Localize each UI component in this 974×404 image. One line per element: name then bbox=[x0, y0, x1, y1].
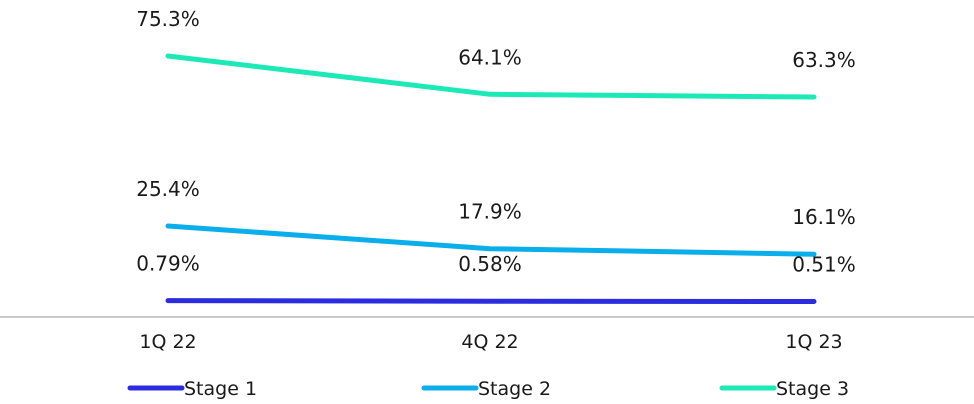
stage-3-data-label: 64.1% bbox=[458, 45, 522, 69]
stage-1-line bbox=[165, 298, 817, 304]
x-tick-label: 1Q 22 bbox=[139, 331, 196, 353]
stage-1-data-label: 0.79% bbox=[136, 252, 200, 276]
legend: Stage 1 Stage 2 Stage 3 bbox=[127, 378, 849, 400]
stage-1-data-label: 0.58% bbox=[458, 252, 522, 276]
stage-2-data-label: 25.4% bbox=[136, 177, 200, 201]
series-layer bbox=[165, 53, 817, 304]
stage-3-line bbox=[165, 53, 817, 100]
data-labels: 0.79% 0.58% 0.51% 25.4% 17.9% 16.1% 75.3% 64.1%… bbox=[136, 7, 856, 277]
x-tick-label: 4Q 22 bbox=[461, 331, 518, 353]
stage-2-line bbox=[165, 223, 817, 257]
stage-3-data-label: 75.3% bbox=[136, 7, 200, 31]
stage-2-data-label: 17.9% bbox=[458, 200, 522, 224]
stage-3-data-label: 63.3% bbox=[792, 48, 856, 72]
stage-1-legend-label: Stage 1 bbox=[184, 378, 257, 400]
stage-2-legend-label: Stage 2 bbox=[478, 378, 551, 400]
stage-2-data-label: 16.1% bbox=[792, 205, 856, 229]
x-tick-label: 1Q 23 bbox=[785, 331, 842, 353]
x-axis-ticks: 1Q 22 4Q 22 1Q 23 bbox=[139, 331, 842, 353]
stage-1-data-label: 0.51% bbox=[792, 253, 856, 277]
stage-3-legend-label: Stage 3 bbox=[776, 378, 849, 400]
